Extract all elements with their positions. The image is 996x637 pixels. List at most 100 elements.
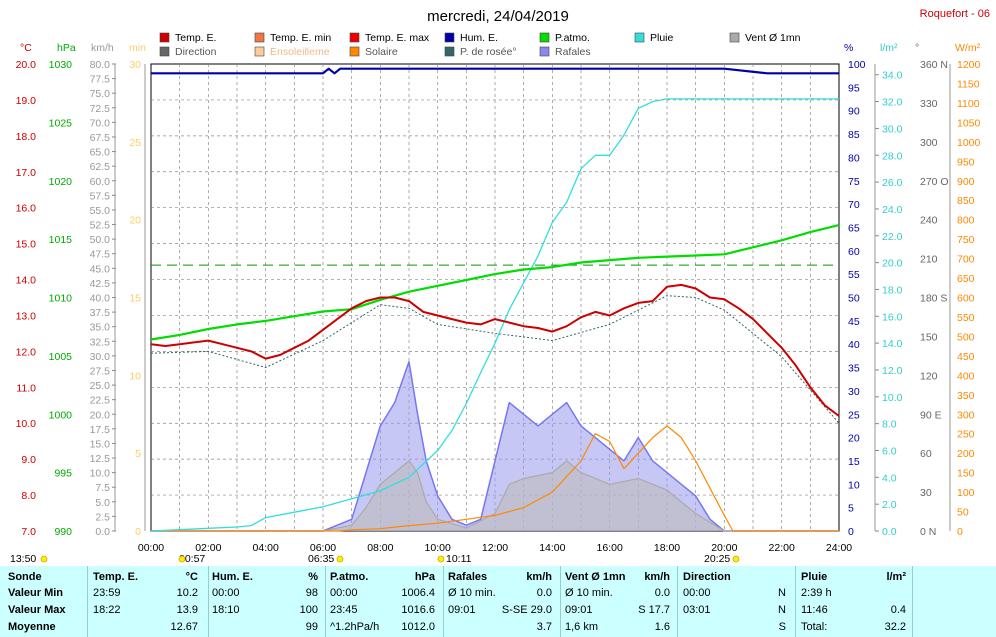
series-line-rafales bbox=[151, 360, 839, 532]
stats-cell: 00:00 bbox=[683, 587, 711, 599]
legend-label: P. de rosée° bbox=[460, 46, 517, 58]
plot-frame bbox=[150, 63, 840, 532]
rain-tick-label: 28.0 bbox=[882, 150, 903, 162]
pct-tick-label: 30 bbox=[848, 386, 860, 398]
time-tick-label: 02:00 bbox=[195, 542, 221, 554]
plot-area bbox=[150, 63, 840, 532]
legend-swatch bbox=[254, 46, 265, 57]
stats-cell: °C bbox=[185, 571, 198, 583]
kmh-tick-label: 72.5 bbox=[90, 103, 111, 115]
kmh-tick-label: 50.0 bbox=[90, 234, 111, 246]
time-tick-label: 20:00 bbox=[711, 542, 737, 554]
hpa-tick-label: 1030 bbox=[49, 59, 73, 71]
kmh-tick-label: 32.5 bbox=[90, 336, 111, 348]
time-tick-label: 18:00 bbox=[654, 542, 680, 554]
kmh-tick-label: 42.5 bbox=[90, 278, 111, 290]
stats-cell: Rafales bbox=[448, 571, 488, 583]
kmh-tick-label: 10.0 bbox=[90, 468, 111, 480]
temp-tick-label: 15.0 bbox=[16, 239, 37, 251]
legend-swatch bbox=[349, 46, 360, 57]
kmh-tick-label: 70.0 bbox=[90, 117, 111, 129]
temp-tick-label: 20.0 bbox=[16, 59, 37, 71]
kmh-tick-label: 17.5 bbox=[90, 424, 111, 436]
stats-divider bbox=[677, 566, 678, 637]
temp-tick-label: 8.0 bbox=[21, 490, 36, 502]
wm2-tick-label: 700 bbox=[957, 254, 975, 266]
kmh-tick-label: 40.0 bbox=[90, 293, 111, 305]
stats-divider bbox=[443, 566, 444, 637]
deg-tick-label: 90 E bbox=[920, 409, 942, 421]
stats-cell: 99 bbox=[305, 621, 318, 633]
kmh-tick-label: 57.5 bbox=[90, 190, 111, 202]
pct-tick-label: 0 bbox=[848, 526, 854, 538]
series-area-rafales bbox=[151, 361, 839, 531]
deg-tick-label: 330 bbox=[920, 98, 938, 110]
stats-divider bbox=[795, 566, 796, 637]
stats-header-row: Sonde Temp. E. °C Hum. E.% P.atmo. hPa Rafales… bbox=[0, 569, 996, 586]
kmh-tick-label: 25.0 bbox=[90, 380, 111, 392]
stats-cell: 00:00 bbox=[330, 587, 358, 599]
stats-cell: Ø 10 min. bbox=[565, 587, 613, 599]
time-tick-label: 04:00 bbox=[253, 542, 279, 554]
legend-label: Vent Ø 1mn bbox=[745, 32, 801, 44]
legend-swatch bbox=[444, 32, 455, 43]
kmh-tick-label: 22.5 bbox=[90, 395, 111, 407]
stats-divider bbox=[560, 566, 561, 637]
rain-tick-label: 4.0 bbox=[882, 472, 897, 484]
weather-chart: mercredi, 24/04/2019 Roquefort - 06 Temp… bbox=[10, 8, 990, 565]
series-line-temp-e bbox=[150, 283, 840, 417]
legend-label: Ensoleilleme bbox=[270, 46, 330, 58]
min-tick-label: 20 bbox=[129, 215, 141, 227]
stats-cell: % bbox=[308, 571, 318, 583]
temp-tick-label: 19.0 bbox=[16, 95, 37, 107]
stats-cell: 1012.0 bbox=[401, 621, 435, 633]
wm2-tick-label: 200 bbox=[957, 448, 975, 460]
wm2-tick-label: 300 bbox=[957, 409, 975, 421]
stats-divider bbox=[208, 566, 209, 637]
wm2-tick-label: 550 bbox=[957, 312, 975, 324]
stats-cell: 1016.6 bbox=[401, 604, 435, 616]
wm2-tick-label: 400 bbox=[957, 370, 975, 382]
min-tick-label: 0 bbox=[135, 526, 141, 538]
deg-tick-label: 30 bbox=[920, 487, 932, 499]
stats-cell: 18:22 bbox=[93, 604, 121, 616]
legend-swatch bbox=[159, 46, 170, 57]
stats-cell: 12.67 bbox=[170, 621, 198, 633]
kmh-tick-label: 65.0 bbox=[90, 147, 111, 159]
axis-unit: ° bbox=[915, 42, 919, 54]
stats-cell: 11:46 bbox=[801, 604, 828, 616]
stats-cell: 3.7 bbox=[536, 621, 552, 633]
stats-cell: Temp. E. bbox=[93, 571, 139, 583]
legend-label: Direction bbox=[175, 46, 217, 58]
temp-tick-label: 13.0 bbox=[16, 310, 37, 322]
event-marker-label: 10:11 bbox=[446, 553, 472, 565]
series-line-p-atmo bbox=[150, 224, 840, 341]
hpa-tick-label: 1010 bbox=[49, 293, 73, 305]
event-marker-label: 13:50 bbox=[10, 553, 36, 565]
time-tick-label: 22:00 bbox=[769, 542, 795, 554]
rain-tick-label: 10.0 bbox=[882, 392, 903, 404]
wm2-tick-label: 1100 bbox=[957, 98, 980, 110]
stats-cell: 13.9 bbox=[176, 604, 198, 616]
wm2-tick-label: 100 bbox=[957, 487, 975, 499]
rain-tick-label: 32.0 bbox=[882, 97, 903, 109]
legend-label: Rafales bbox=[555, 46, 591, 58]
min-tick-label: 30 bbox=[129, 59, 141, 71]
chart-title: mercredi, 24/04/2019 bbox=[427, 8, 569, 25]
axis-unit: W/m² bbox=[955, 42, 981, 54]
pct-tick-label: 35 bbox=[848, 363, 860, 375]
stats-cell: km/h bbox=[526, 571, 552, 583]
stats-cell: 23:45 bbox=[330, 604, 358, 616]
kmh-tick-label: 2.5 bbox=[95, 511, 110, 523]
series-line-vent-mn bbox=[151, 460, 839, 532]
series-area-vent-mn bbox=[151, 460, 839, 531]
stats-cell: 03:01 bbox=[683, 604, 711, 616]
wm2-tick-label: 850 bbox=[957, 195, 975, 207]
rain-tick-label: 16.0 bbox=[882, 311, 903, 323]
stats-cell: P.atmo. bbox=[330, 571, 369, 583]
axis-unit: °C bbox=[20, 42, 32, 54]
stats-cell: 1.6 bbox=[654, 621, 670, 633]
legend-swatch bbox=[539, 32, 550, 43]
deg-tick-label: 120 bbox=[920, 370, 938, 382]
stats-cell: Moyenne bbox=[8, 621, 56, 633]
